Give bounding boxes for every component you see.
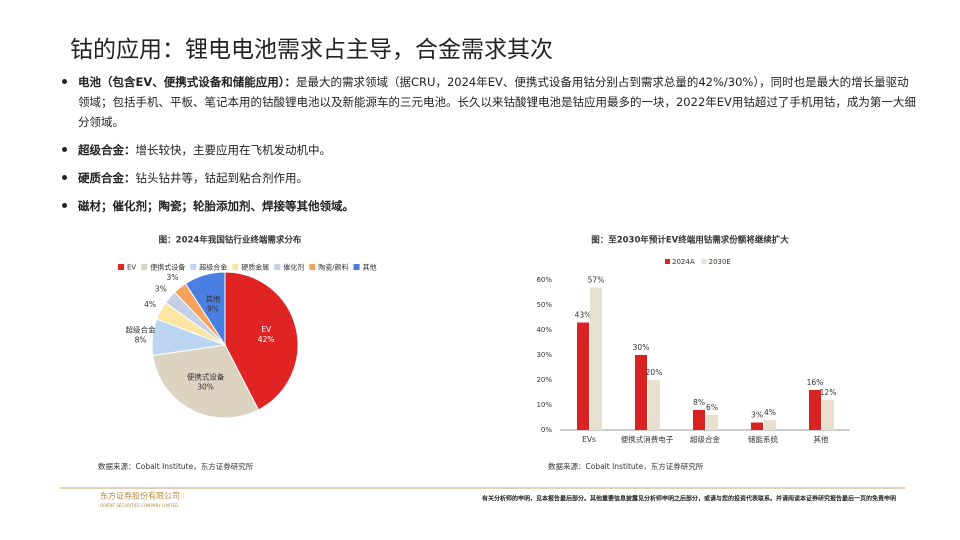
y-tick-label: 50% [536,301,552,309]
bar [706,415,718,430]
bullet-text: 增长较快，主要应用在飞机发动机中。 [135,143,332,157]
bullet-text: 钻头钻井等，钴起到粘合剂作用。 [135,171,309,185]
bar [635,355,647,430]
slice-value: 8% [135,336,147,345]
legend-swatch [274,264,281,270]
x-tick-label: 便携式消费电子 [621,434,674,444]
pie-slice [184,271,226,347]
slice-value: 3% [155,284,167,293]
chart-title: 图：2024年我国钴行业终端需求分布 [159,235,302,246]
bar-value-label: 6% [706,403,718,412]
y-tick-label: 30% [536,351,552,359]
legend-label: 其他 [363,263,377,272]
slice-value: 9% [207,304,219,313]
bar [809,390,821,430]
slice-value: 3% [167,273,179,282]
chart-source: 数据来源：Cobalt Institute，东方证券研究所 [98,461,254,471]
legend-label: 便携式设备 [150,263,185,272]
bullet: 电池（包含EV、便携式设备和储能应用）：是最大的需求领域（据CRU，2024年E… [60,72,920,132]
bullet-text: 是最大的需求领域（据CRU，2024年EV、便携式设备用钴分别占到需求总量的42… [78,75,916,129]
footer-company: 东方证券股份有限公司 [100,491,180,501]
chart-title: 图：至2030年预计EV终端用钴需求份额将继续扩大 [591,235,789,246]
footer-company-en: ORIENT SECURITIES COMPANY LIMITED [100,503,178,508]
legend-label: 2030E [709,258,731,266]
slice-category: 其他 [206,293,221,303]
legend-swatch [141,264,148,270]
x-tick-label: 超级合金 [690,434,720,444]
bar-value-label: 8% [693,398,705,407]
y-tick-label: 10% [536,401,552,409]
legend-swatch [665,259,670,264]
legend-swatch [309,264,316,270]
bullet: 硬质合金：钻头钻井等，钴起到粘合剂作用。 [60,168,920,188]
bar-value-label: 20% [646,368,663,377]
bullet-list: 电池（包含EV、便携式设备和储能应用）：是最大的需求领域（据CRU，2024年E… [60,72,920,224]
bar-value-label: 3% [751,411,763,420]
legend-label: 超级合金 [199,263,227,272]
pie-slice [224,271,299,411]
legend-swatch [118,264,124,270]
legend-swatch [232,264,239,270]
slice-value: 4% [144,300,156,309]
bullet-lead: 磁材；催化剂；陶瓷；轮胎添加剂、焊接等其他领域。 [78,199,354,213]
bar-value-label: 16% [807,378,824,387]
bar [764,420,776,430]
y-tick-label: 20% [536,376,552,384]
bar-value-label: 43% [575,311,592,320]
x-tick-label: 其他 [814,434,829,444]
y-tick-label: 60% [536,276,552,284]
slice-category: 便携式设备 [187,372,225,382]
legend-swatch [353,264,360,270]
bar [693,410,705,430]
bar [822,400,834,430]
footer-disclaimer: 有关分析师的申明，见本报告最后部分。其他重要信息披露见分析师申明之后部分，或请与… [482,495,896,503]
slice-category: EV [261,325,272,334]
slide-title: 钴的应用：锂电电池需求占主导，合金需求其次 [70,37,553,63]
legend-label: 催化剂 [283,263,304,272]
bullet: 超级合金：增长较快，主要应用在飞机发动机中。 [60,140,920,160]
x-tick-label: 储能系统 [748,434,778,444]
bar-value-label: 12% [820,388,837,397]
legend-swatch [701,259,707,264]
slice-value: 42% [258,335,275,344]
y-tick-label: 40% [536,326,552,334]
chart-source: 数据来源：Cobalt Institute，东方证券研究所 [548,461,704,471]
bar [648,380,660,430]
bar [590,287,602,430]
legend-label: 2024A [672,258,695,266]
bar-value-label: 4% [764,408,776,417]
legend-label: 陶瓷/颜料 [318,263,348,272]
bar-value-label: 57% [588,276,605,285]
bullet-lead: 超级合金： [78,143,136,157]
bullet: 磁材；催化剂；陶瓷；轮胎添加剂、焊接等其他领域。 [60,196,920,216]
pie-slice [152,344,260,419]
bar-value-label: 30% [633,343,650,352]
bullet-lead: 硬质合金： [78,171,136,185]
legend-label: 硬质金属 [241,263,269,272]
bar [751,422,763,430]
bar [577,322,589,430]
y-tick-label: 0% [541,426,552,434]
slice-value: 30% [197,383,214,392]
legend-label: EV [127,264,136,272]
bullet-lead: 电池（包含EV、便携式设备和储能应用）： [78,75,297,89]
legend-swatch [190,264,197,270]
slice-category: 超级合金 [126,325,156,335]
x-tick-label: EVs [582,435,596,444]
